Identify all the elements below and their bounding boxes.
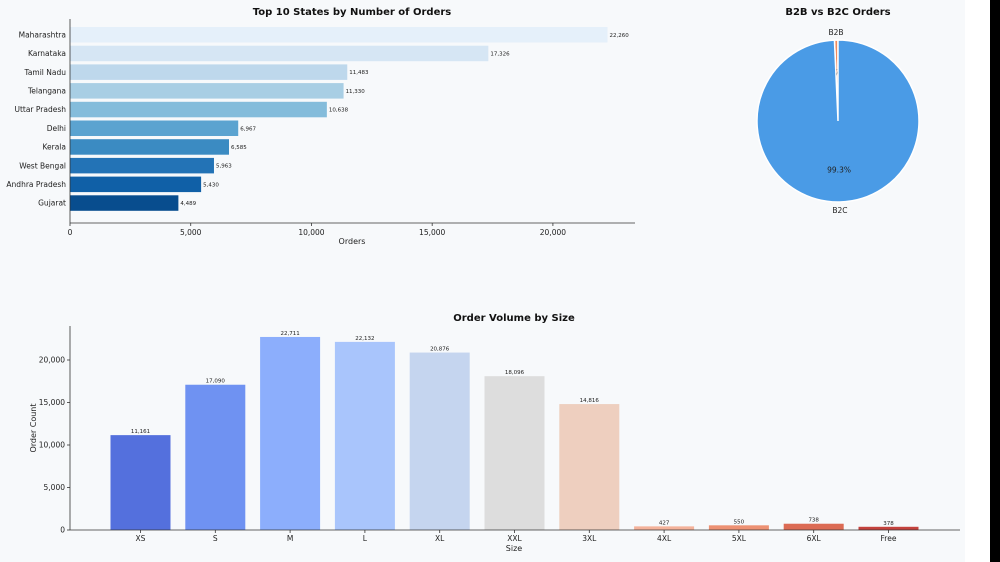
value-label-andhra-pradesh: 5,430: [203, 182, 219, 188]
y-tick-label: 10,000: [39, 441, 65, 450]
category-label-uttar-pradesh: Uttar Pradesh: [14, 105, 66, 114]
bar-gujarat: [70, 195, 179, 211]
y-tick-label: 0: [60, 526, 65, 535]
bar-s: [185, 384, 246, 530]
category-label-l: L: [363, 534, 368, 543]
value-label-xs: 11,161: [131, 429, 150, 435]
value-label-karnataka: 17,326: [490, 51, 510, 57]
bar-kerala: [70, 139, 229, 155]
bar-andhra-pradesh: [70, 176, 202, 193]
bar-maharashtra: [70, 27, 608, 43]
y-tick-label: 5,000: [44, 483, 66, 492]
states-bar-chart: Top 10 States by Number of Orders Mahara…: [6, 7, 635, 246]
bar-uttar-pradesh: [70, 101, 327, 118]
bar-telangana: [70, 83, 344, 99]
value-label-maharashtra: 22,260: [609, 33, 629, 39]
bar-6xl: [783, 523, 844, 530]
sizes-bar-chart: Order Volume by Size 11,161 XS 17,090 S 22,7…: [29, 313, 960, 553]
category-label-xl: XL: [435, 534, 445, 543]
value-label-l: 22,132: [355, 336, 374, 342]
x-tick-label: 0: [68, 228, 73, 237]
right-edge-strip: [990, 0, 1000, 562]
value-label-kerala: 6,585: [231, 145, 247, 151]
category-label-free: Free: [881, 534, 897, 543]
sizes-y-ticks: 0 5,000 10,000 15,000 20,000: [39, 356, 70, 535]
value-label-gujarat: 4,489: [180, 201, 196, 207]
value-label-xxl: 18,096: [505, 370, 525, 376]
bar-delhi: [70, 120, 239, 136]
pie-category-label-b2c: B2C: [832, 206, 847, 215]
bar-tamil-nadu: [70, 64, 348, 80]
category-label-delhi: Delhi: [47, 124, 66, 133]
bar-west-bengal: [70, 157, 214, 174]
bar-xs: [110, 435, 171, 530]
category-label-andhra-pradesh: Andhra Pradesh: [6, 180, 66, 189]
pie-slices: B2B 0.7% B2C 99.3%: [756, 28, 920, 215]
y-tick-label: 20,000: [39, 356, 65, 365]
bar-free: [858, 526, 919, 530]
x-tick-label: 10,000: [298, 228, 324, 237]
x-tick-label: 5,000: [180, 228, 202, 237]
sizes-bars: 11,161 XS 17,090 S 22,711 M 22,132 L 20,876 XL 18,…: [110, 331, 919, 543]
category-label-m: M: [287, 534, 293, 543]
sizes-chart-title: Order Volume by Size: [453, 313, 575, 324]
states-x-axis-label: Orders: [339, 237, 366, 246]
category-label-4xl: 4XL: [657, 534, 672, 543]
states-bars: Maharashtra 22,260 Karnataka 17,326 Tamil Na…: [6, 27, 629, 211]
b2b-b2c-pie-chart: B2B vs B2C Orders B2B 0.7% B2C 99.3%: [756, 7, 920, 215]
states-chart-title: Top 10 States by Number of Orders: [253, 7, 452, 18]
value-label-3xl: 14,816: [580, 398, 600, 404]
category-label-xxl: XXL: [507, 534, 522, 543]
x-tick-label: 15,000: [419, 228, 445, 237]
category-label-karnataka: Karnataka: [28, 49, 66, 58]
category-label-gujarat: Gujarat: [38, 199, 66, 208]
value-label-free: 378: [883, 521, 894, 527]
pie-percent-label-b2c: 99.3%: [827, 166, 851, 175]
bar-4xl: [634, 526, 695, 530]
bar-xxl: [484, 376, 545, 530]
category-label-xs: XS: [136, 534, 146, 543]
y-tick-label: 15,000: [39, 398, 65, 407]
sizes-y-axis-label: Order Count: [29, 403, 38, 452]
category-label-west-bengal: West Bengal: [19, 161, 66, 170]
category-label-maharashtra: Maharashtra: [19, 30, 66, 39]
pie-category-label-b2b: B2B: [829, 28, 844, 37]
states-x-ticks: 0 5,000 10,000 15,000 20,000: [68, 223, 566, 237]
value-label-xl: 20,876: [430, 347, 450, 353]
category-label-tamil-nadu: Tamil Nadu: [23, 68, 66, 77]
pie-percent-label-b2b: 0.7%: [827, 68, 846, 77]
value-label-uttar-pradesh: 10,638: [329, 108, 349, 114]
x-tick-label: 20,000: [540, 228, 566, 237]
value-label-delhi: 6,967: [240, 126, 256, 132]
category-label-telangana: Telangana: [27, 86, 66, 95]
value-label-s: 17,090: [206, 379, 226, 385]
bar-xl: [409, 352, 470, 530]
sizes-x-axis-label: Size: [506, 544, 523, 553]
value-label-telangana: 11,330: [346, 89, 366, 95]
category-label-5xl: 5XL: [732, 534, 747, 543]
bar-karnataka: [70, 45, 489, 62]
value-label-m: 22,711: [280, 331, 299, 337]
value-label-west-bengal: 5,963: [216, 164, 232, 170]
category-label-3xl: 3XL: [582, 534, 597, 543]
bar-5xl: [708, 525, 769, 530]
value-label-5xl: 550: [734, 519, 745, 525]
value-label-tamil-nadu: 11,483: [349, 70, 369, 76]
value-label-4xl: 427: [659, 520, 670, 526]
value-label-6xl: 738: [808, 518, 819, 524]
category-label-s: S: [213, 534, 218, 543]
slice-b2c: [756, 39, 920, 203]
bar-3xl: [559, 404, 620, 530]
pie-chart-title: B2B vs B2C Orders: [785, 7, 890, 18]
category-label-kerala: Kerala: [42, 143, 66, 152]
bar-m: [260, 336, 321, 530]
category-label-6xl: 6XL: [807, 534, 822, 543]
bar-l: [334, 341, 395, 530]
